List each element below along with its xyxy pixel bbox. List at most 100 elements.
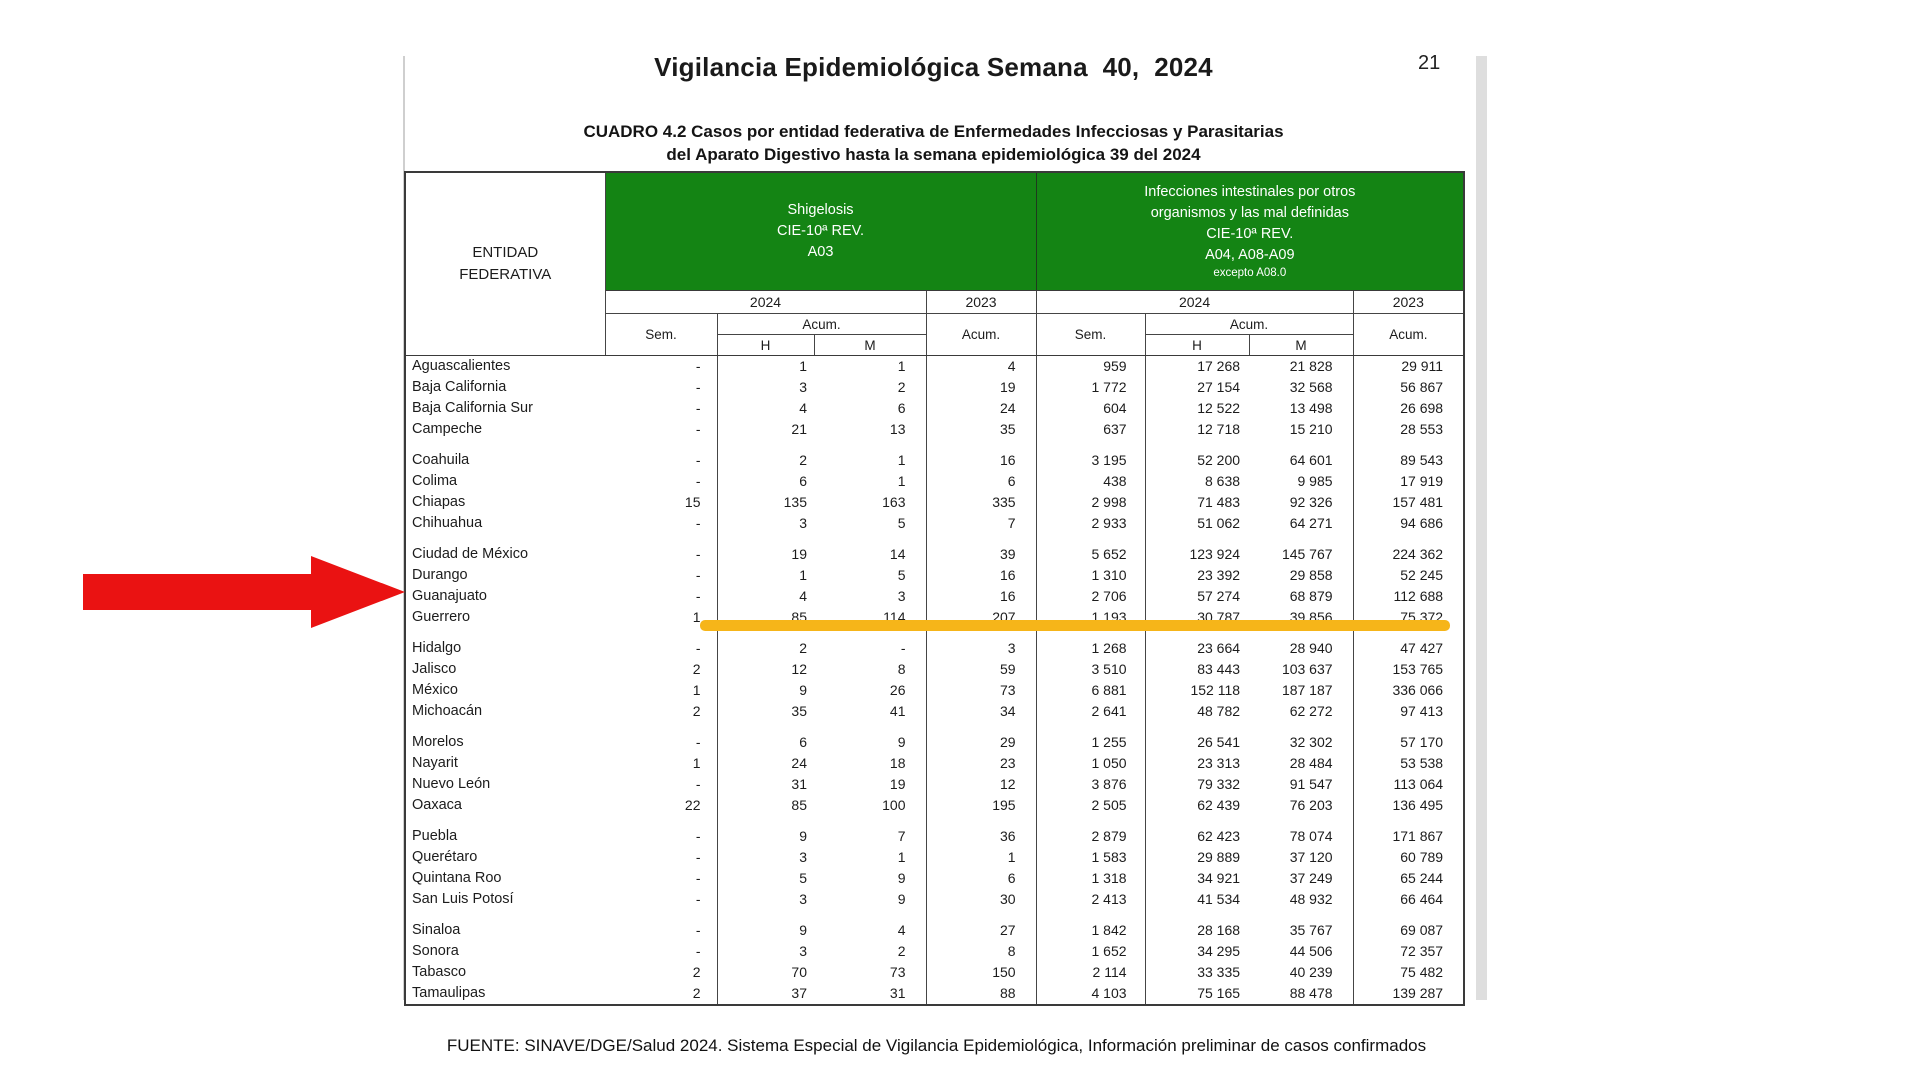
value-cell: 1 050	[1036, 753, 1146, 774]
col-header-m: M	[814, 334, 927, 356]
value-cell	[814, 628, 927, 638]
data-table-wrap: ENTIDAD FEDERATIVA Shigelosis CIE-10ª RE…	[404, 171, 1466, 1006]
value-cell: 56 867	[1400, 379, 1444, 395]
col-header-acum: Acum.	[1145, 313, 1354, 335]
value-cell: -	[605, 565, 718, 586]
value-cell: 36	[926, 826, 1037, 847]
value-cell: -	[814, 638, 927, 659]
table-row: Michoacán 2 35 41 34 2 641 48 782 62 272 97 413	[405, 701, 1464, 722]
value-cell: 19	[814, 774, 927, 795]
value-cell: -	[605, 868, 718, 889]
value-cell: 6	[799, 473, 807, 489]
value-cell: 2 413	[1036, 889, 1146, 910]
value-cell: 3	[799, 891, 807, 907]
value-cell: 3	[799, 849, 807, 865]
value-cell	[1036, 722, 1146, 732]
value-cell	[814, 910, 927, 920]
table-row: Baja California - 3 2 19 1 772 27 154 32 568 56 …	[405, 377, 1464, 398]
value-cell: 51 062	[1197, 515, 1241, 531]
value-cell: 3	[799, 379, 807, 395]
year-header-2024: 2024	[605, 290, 927, 314]
value-cell: -	[605, 920, 718, 941]
table-caption-line1: CUADRO 4.2 Casos por entidad federativa …	[583, 122, 1284, 141]
table-row: Tamaulipas 2 37 31 88 4 103 75 165 88 478 139 28…	[405, 983, 1464, 1005]
value-cell	[814, 816, 927, 826]
table-row: Oaxaca 22 85 100 195 2 505 62 439 76 203 136 495	[405, 795, 1464, 816]
value-cell: 2 641	[1036, 701, 1146, 722]
value-cell: 139 287	[1392, 985, 1444, 1001]
value-cell: 31	[791, 776, 807, 792]
value-cell: 12	[926, 774, 1037, 795]
value-cell: 32 302	[1249, 732, 1354, 753]
value-cell: 73	[926, 680, 1037, 701]
value-cell: 21 828	[1249, 355, 1354, 377]
value-cell: 30	[926, 889, 1037, 910]
value-cell: 69 087	[1400, 922, 1444, 938]
value-cell: 79 332	[1197, 776, 1241, 792]
value-cell: 6	[814, 398, 927, 419]
entity-cell: Jalisco	[412, 661, 457, 677]
table-row: San Luis Potosí - 3 9 30 2 413 41 534 48 932 66 …	[405, 889, 1464, 910]
entity-cell: Puebla	[412, 828, 458, 844]
value-cell: 9	[814, 889, 927, 910]
table-row: Chihuahua - 3 5 7 2 933 51 062 64 271 94 686	[405, 513, 1464, 534]
value-cell: 23 392	[1197, 567, 1241, 583]
value-cell: 47 427	[1400, 640, 1444, 656]
value-cell: 16	[926, 565, 1037, 586]
value-cell: 64 271	[1249, 513, 1354, 534]
value-cell: 9 985	[1249, 471, 1354, 492]
value-cell: 44 506	[1249, 941, 1354, 962]
value-cell: 57 274	[1197, 588, 1241, 604]
value-cell: 28 484	[1249, 753, 1354, 774]
col-header-m: M	[1249, 334, 1354, 356]
epidemiology-table: ENTIDAD FEDERATIVA Shigelosis CIE-10ª RE…	[404, 171, 1466, 1006]
value-cell: 6	[799, 734, 807, 750]
entity-cell: Coahuila	[412, 452, 470, 468]
value-cell: 23	[926, 753, 1037, 774]
value-cell: 88 478	[1249, 983, 1354, 1005]
value-cell: 2	[814, 941, 927, 962]
value-cell: 64 601	[1249, 450, 1354, 471]
value-cell	[926, 628, 1037, 638]
value-cell: 62 439	[1197, 797, 1241, 813]
table-row: Nayarit 1 24 18 23 1 050 23 313 28 484 53 538	[405, 753, 1464, 774]
table-row: Aguascalientes -1 1 4 959 17 268 21 828 29 911	[405, 355, 1464, 377]
value-cell: 15 210	[1249, 419, 1354, 440]
value-cell	[717, 534, 814, 544]
value-cell: 94 686	[1400, 515, 1444, 531]
col-header-sem: Sem.	[1036, 313, 1146, 356]
value-cell	[814, 440, 927, 450]
value-cell: 135	[783, 494, 807, 510]
value-cell: 53 538	[1400, 755, 1444, 771]
value-cell: 40 239	[1249, 962, 1354, 983]
value-cell: 157 481	[1392, 494, 1444, 510]
value-cell: 163	[814, 492, 927, 513]
value-cell: 27	[926, 920, 1037, 941]
value-cell	[1353, 816, 1464, 826]
value-cell: 187 187	[1249, 680, 1354, 701]
value-cell: 23 664	[1197, 640, 1241, 656]
value-cell: 72 357	[1400, 943, 1444, 959]
value-cell: 62 423	[1197, 828, 1241, 844]
value-cell: 4	[926, 355, 1037, 377]
table-row: Chiapas 15 135 163 335 2 998 71 483 92 326 157 4…	[405, 492, 1464, 513]
value-cell	[926, 440, 1037, 450]
value-cell: 60 789	[1400, 849, 1444, 865]
value-cell: 4	[799, 588, 807, 604]
value-cell: 62 272	[1249, 701, 1354, 722]
value-cell	[926, 534, 1037, 544]
entity-cell: Ciudad de México	[412, 546, 529, 562]
value-cell: 2	[799, 640, 807, 656]
value-cell: 6	[926, 868, 1037, 889]
value-cell	[1249, 440, 1354, 450]
col-header-acum-2023: Acum.	[1353, 313, 1465, 356]
value-cell: 19	[926, 377, 1037, 398]
value-cell: 52 200	[1197, 452, 1241, 468]
value-cell	[1249, 722, 1354, 732]
value-cell: 12	[791, 661, 807, 677]
value-cell: 2	[605, 701, 718, 722]
year-header-2023: 2023	[926, 290, 1037, 314]
value-cell	[1145, 910, 1249, 920]
table-row: Guanajuato - 4 3 16 2 706 57 274 68 879 112 688	[405, 586, 1464, 607]
value-cell: -	[605, 398, 718, 419]
